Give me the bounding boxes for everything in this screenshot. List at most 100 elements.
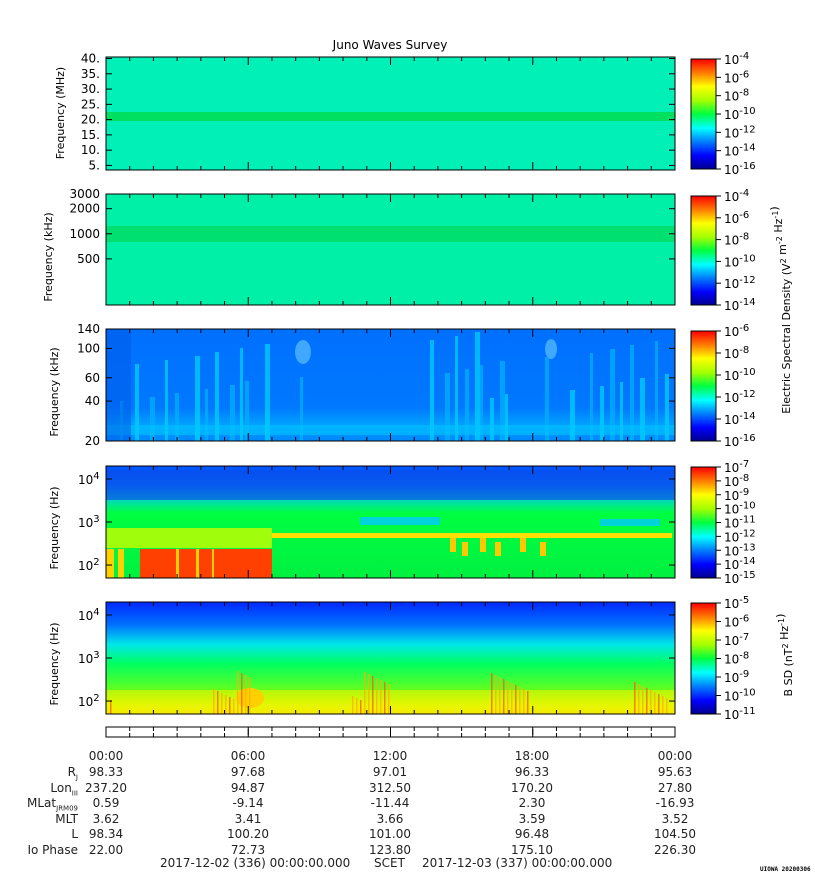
emission-feature — [666, 698, 668, 714]
emission-streak — [215, 352, 219, 441]
panel-3-spectrogram — [106, 329, 675, 441]
ephemeris-value: 97.68 — [230, 765, 266, 779]
emission-feature — [658, 694, 660, 714]
figure-title: Juno Waves Survey — [332, 38, 448, 52]
colorbar-label: 10-8 — [724, 651, 749, 667]
emission-streak — [475, 332, 480, 441]
emission-feature — [221, 693, 223, 714]
colorbar-label: 10-7 — [724, 459, 749, 475]
colorbar-label: 10-14 — [724, 297, 756, 313]
emission-feature — [511, 683, 513, 714]
colorbar-label: 10-9 — [724, 487, 749, 503]
emission-feature — [520, 538, 526, 552]
panel-2-colorbar-labels: 10-4 10-6 10-8 10-10 10-12 10-14 — [716, 188, 756, 313]
colorbar-label: 10-16 — [724, 433, 756, 449]
emission-feature — [196, 549, 199, 578]
ephemeris-row-label: Io Phase — [27, 843, 78, 857]
emission-feature — [519, 687, 521, 714]
colorbar-label: 10-12 — [724, 528, 756, 544]
ephemeris-value: 27.80 — [657, 780, 693, 795]
colorbar-label: 10-7 — [724, 632, 749, 648]
ephemeris-row-label: RJ — [67, 765, 78, 782]
colorbar-label: 10-8 — [724, 345, 749, 361]
ephemeris-value: 3.66 — [376, 811, 404, 826]
ephemeris-value: 3.59 — [518, 811, 546, 826]
emission-streak — [590, 353, 593, 441]
emission-streak — [265, 344, 270, 441]
emission-feature — [376, 678, 378, 714]
footer-end-time: 2017-12-03 (337) 00:00:00.000 — [422, 856, 613, 870]
ephemeris-value: -11.44 — [370, 796, 410, 811]
colorbar-label: 10-6 — [724, 210, 749, 226]
emission-streak — [245, 381, 249, 441]
colorbar-label: 10-6 — [724, 69, 749, 85]
colorbar-label: 10-12 — [724, 389, 756, 405]
colorbar-label: 10-14 — [724, 556, 756, 572]
ephemeris-value: 226.30 — [654, 843, 696, 857]
colorbar-label: 10-10 — [724, 253, 756, 269]
time-tick-label: 06:00 — [230, 749, 266, 763]
ephemeris-value: 96.33 — [514, 765, 550, 779]
ephemeris-value: 237.20 — [85, 780, 127, 795]
y-tick-label: 500 — [77, 252, 100, 266]
emission-feature — [360, 700, 362, 714]
emission-feature — [352, 696, 354, 714]
emission-streak — [620, 382, 623, 441]
emission-streak — [600, 386, 604, 441]
emission-feature — [110, 700, 112, 714]
emission-feature — [450, 538, 456, 552]
emission-streak — [465, 369, 469, 441]
colorbar-label: 10-11 — [724, 515, 756, 531]
emission-streak — [106, 329, 131, 441]
panel-3-emission-streaks — [106, 329, 675, 441]
emission-streak — [505, 394, 508, 441]
ephemeris-row-label: LonIII — [50, 780, 78, 797]
ephemeris-value: 22.00 — [88, 843, 124, 857]
emission-streak — [490, 398, 494, 441]
emission-streak — [106, 425, 675, 435]
emission-streak — [150, 397, 155, 441]
panel-1-colorbar — [690, 58, 717, 170]
colorbar-label: 10-15 — [724, 570, 756, 586]
colorbar-label: 10-12 — [724, 275, 756, 291]
emission-feature — [642, 686, 644, 714]
panel-5-colorbar — [690, 602, 717, 715]
ephemeris-value: 2.30 — [518, 796, 546, 811]
panel-4-colorbar-labels: 10-710-810-910-1010-1110-1210-1310-1410-… — [716, 459, 756, 586]
emission-feature — [662, 696, 664, 714]
colorbar-label: 10-4 — [724, 188, 749, 204]
emission-feature — [499, 677, 501, 714]
emission-streak — [455, 336, 458, 441]
ephemeris-row-label: MLT — [55, 811, 78, 826]
ephemeris-value: 0.59 — [92, 796, 120, 811]
emission-feature — [106, 470, 675, 500]
emission-feature — [241, 673, 243, 714]
ephemeris-value: 95.63 — [657, 765, 693, 779]
y-tick-label: 2000 — [69, 202, 100, 216]
emission-feature — [356, 698, 358, 714]
time-tick-label: 00:00 — [88, 749, 124, 763]
colorbar-label: 10-6 — [724, 323, 749, 339]
emission-feature — [364, 672, 366, 714]
emission-feature — [140, 549, 272, 578]
emission-feature — [249, 677, 251, 714]
panel-1-y-ticks: 5.10.15.20. 25.30.35.40. — [81, 52, 675, 172]
emission-feature — [600, 519, 660, 526]
emission-streak — [240, 348, 243, 441]
ephemeris-row-label: MLatJRM09 — [27, 796, 78, 813]
emission-streak — [295, 340, 311, 364]
colorbar-label: 10-8 — [724, 232, 749, 248]
magnetic-colorbar-label: B SD (nT2 Hz-1) — [774, 614, 795, 697]
y-tick-label: 40 — [85, 394, 100, 408]
emission-streak — [500, 361, 505, 441]
emission-feature — [540, 542, 546, 556]
emission-feature — [106, 528, 272, 548]
panel-2-spectrogram — [106, 194, 675, 305]
y-tick-label: 20. — [81, 113, 100, 127]
time-tick-label: 00:00 — [657, 749, 693, 763]
emission-streak — [205, 389, 208, 441]
panel-3-y-ticks: 140 100 60 40 20 — [77, 322, 675, 448]
